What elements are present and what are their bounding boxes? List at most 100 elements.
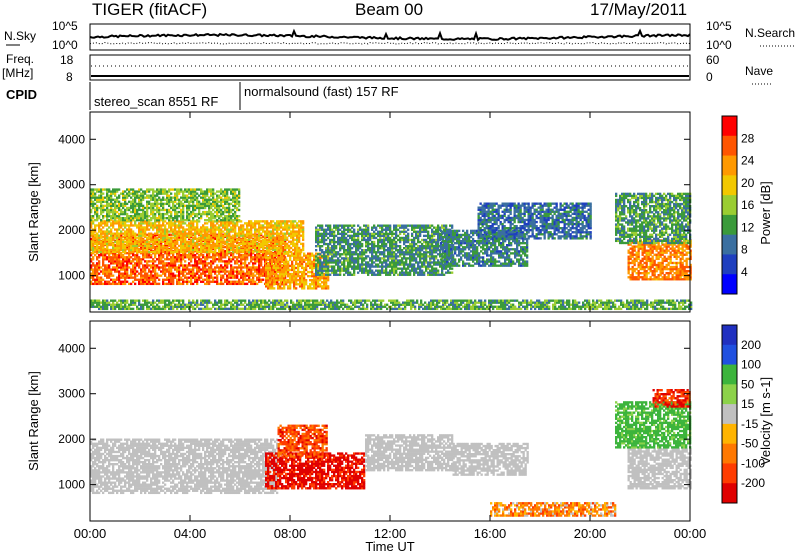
range-gate-cell [321, 234, 324, 238]
range-gate-cell [138, 196, 141, 199]
range-gate-cell [180, 232, 183, 235]
range-gate-cell [252, 256, 255, 259]
range-gate-cell [240, 282, 243, 286]
range-gate-cell [234, 219, 237, 222]
range-gate-cell [90, 210, 93, 214]
range-gate-cell [286, 246, 289, 250]
range-gate-cell [232, 242, 235, 246]
range-gate-cell [222, 241, 225, 245]
range-gate-cell [202, 234, 205, 237]
range-gate-cell [280, 242, 283, 246]
range-gate-cell [126, 188, 129, 191]
range-gate-cell [287, 279, 290, 282]
range-gate-cell [138, 262, 141, 265]
range-gate-cell [202, 236, 205, 239]
range-gate-cell [317, 236, 320, 240]
range-gate-cell [216, 198, 219, 201]
range-gate-cell [222, 238, 225, 241]
range-gate-cell [184, 244, 187, 248]
range-gate-cell [357, 242, 360, 246]
range-gate-cell [206, 276, 209, 279]
range-gate-cell [258, 266, 261, 269]
range-gate-cell [136, 190, 139, 193]
range-gate-cell [186, 204, 189, 208]
range-gate-cell [284, 224, 287, 227]
range-gate-cell [273, 254, 276, 257]
range-gate-cell [200, 250, 203, 254]
range-gate-cell [140, 196, 143, 199]
range-gate-cell [214, 270, 217, 273]
range-gate-cell [281, 264, 284, 268]
range-gate-cell [311, 260, 314, 263]
range-gate-cell [298, 224, 301, 227]
range-gate-cell [148, 190, 151, 193]
range-gate-cell [228, 234, 231, 237]
range-gate-cell [216, 244, 219, 248]
range-gate-cell [166, 248, 169, 252]
range-gate-cell [130, 219, 133, 222]
range-gate-cell [319, 238, 322, 242]
range-gate-cell [282, 250, 285, 253]
range-gate-cell [284, 242, 287, 246]
range-gate-cell [258, 234, 261, 237]
range-gate-cell [126, 274, 129, 277]
range-gate-cell [152, 242, 155, 246]
range-gate-cell [96, 252, 99, 255]
range-gate-cell [214, 228, 217, 231]
range-gate-cell [106, 280, 109, 283]
range-gate-cell [116, 198, 119, 201]
range-gate-cell [200, 192, 203, 195]
range-gate-cell [325, 267, 328, 270]
range-gate-cell [319, 285, 322, 288]
range-gate-cell [164, 274, 167, 277]
range-gate-cell [371, 253, 374, 256]
range-gate-cell [176, 210, 179, 214]
range-gate-cell [212, 270, 215, 273]
range-gate-cell [118, 244, 121, 248]
range-gate-cell [128, 266, 131, 269]
range-gate-cell [132, 234, 135, 237]
range-gate-cell [154, 217, 157, 220]
range-gate-cell [140, 262, 143, 265]
range-gate-cell [355, 265, 358, 268]
range-gate-cell [128, 215, 131, 218]
range-gate-cell [224, 260, 227, 263]
range-gate-cell [118, 202, 121, 206]
range-gate-cell [96, 256, 99, 259]
range-gate-cell [156, 198, 159, 201]
range-gate-cell [132, 215, 135, 218]
range-gate-cell [196, 248, 199, 252]
range-gate-cell [118, 194, 121, 197]
range-gate-cell [210, 260, 213, 263]
range-gate-cell [110, 224, 113, 227]
range-gate-cell [300, 228, 303, 231]
range-gate-cell [142, 198, 145, 201]
range-gate-cell [164, 198, 167, 201]
range-gate-cell [130, 246, 133, 250]
range-gate-cell [250, 246, 253, 250]
range-gate-cell [292, 236, 295, 239]
range-gate-cell [94, 266, 97, 269]
range-gate-cell [297, 264, 300, 268]
range-gate-cell [232, 258, 235, 261]
range-gate-cell [222, 250, 225, 253]
range-gate-cell [140, 270, 143, 273]
range-gate-cell [166, 194, 169, 197]
range-gate-cell [327, 279, 330, 282]
range-gate-cell [298, 230, 301, 233]
range-gate-cell [184, 204, 187, 208]
range-gate-cell [315, 232, 318, 236]
range-gate-cell [300, 224, 303, 227]
range-gate-cell [136, 233, 139, 236]
range-gate-cell [246, 222, 249, 225]
range-gate-cell [172, 276, 175, 279]
range-gate-cell [160, 234, 163, 237]
range-gate-cell [299, 260, 302, 263]
range-gate-cell [110, 217, 113, 220]
range-gate-cell [132, 254, 135, 257]
range-gate-cell [162, 248, 165, 252]
range-gate-cell [146, 244, 149, 248]
range-gate-cell [232, 270, 235, 273]
range-gate-cell [337, 269, 340, 272]
